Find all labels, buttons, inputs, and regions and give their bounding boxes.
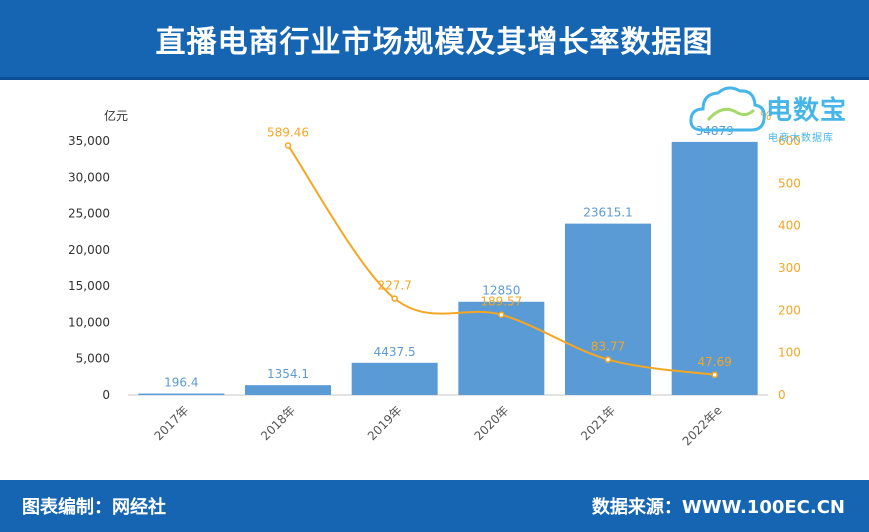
bar-value-label: 23615.1 [583,206,633,220]
footer-banner: 图表编制：网经社 数据来源：WWW.100EC.CN [0,480,869,532]
logo-brand: 电数宝 [766,96,848,126]
growth-rate-point [284,142,292,149]
left-axis-unit: 亿元 [104,108,128,123]
bar-value-label: 1354.1 [267,367,309,381]
right-tick-label: 500 [778,176,801,190]
growth-rate-point [498,311,505,318]
left-tick-label: 15,000 [68,279,110,293]
growth-rate-label: 189.57 [480,295,522,309]
growth-rate-point [604,356,612,363]
logo-subtitle: 电商大数据库 [768,133,834,144]
growth-rate-label: 83.77 [591,340,625,354]
growth-rate-label: 227.7 [377,279,411,293]
growth-rate-label: 47.69 [697,355,731,369]
right-tick-label: 400 [778,219,801,233]
right-tick-label: 300 [778,261,801,275]
left-tick-label: 20,000 [68,243,110,257]
bar [351,362,438,395]
x-tick-label: 2022年e [680,403,725,448]
left-tick-label: 0 [102,388,110,402]
growth-rate-point [711,371,718,379]
header-banner: 直播电商行业市场规模及其增长率数据图 [0,0,869,80]
left-tick-label: 25,000 [68,207,110,221]
bar-value-label: 196.4 [164,376,198,390]
bar [565,223,651,395]
left-tick-label: 35,000 [68,134,110,148]
growth-rate-label: 589.46 [267,125,309,139]
left-tick-label: 10,000 [68,315,110,329]
right-tick-label: 200 [778,303,801,317]
brand-logo: 电数宝 电商大数据库 [688,82,858,154]
right-tick-label: 0 [778,388,786,402]
x-tick-label: 2020年 [471,403,511,443]
chart-area: 亿元 0 5,000 10,000 15,000 20,000 25,000 30,000 35… [0,80,869,472]
x-tick-label: 2021年 [578,403,618,443]
x-tick-label: 2017年 [151,403,191,443]
bar [138,393,225,395]
bar-value-label: 4437.5 [374,345,416,359]
growth-rate-line [287,144,715,376]
bar [245,385,331,395]
right-tick-label: 600 [778,134,801,148]
x-tick-label: 2018年 [258,403,298,443]
right-tick-label: 100 [778,346,801,360]
left-tick-label: 5,000 [76,352,110,366]
growth-rate-point [391,295,398,302]
bar [671,141,758,395]
bar-value-label: 12850 [482,284,520,298]
footer-credit: 图表编制：网经社 [22,497,166,518]
cloud-icon [689,86,766,132]
x-tick-label: 2019年 [365,403,405,443]
left-tick-label: 30,000 [68,170,110,184]
chart-title: 直播电商行业市场规模及其增长率数据图 [155,24,714,60]
footer-source: 数据来源：WWW.100EC.CN [591,497,845,518]
combo-chart: 亿元 0 5,000 10,000 15,000 20,000 25,000 30,000 35… [68,108,801,448]
